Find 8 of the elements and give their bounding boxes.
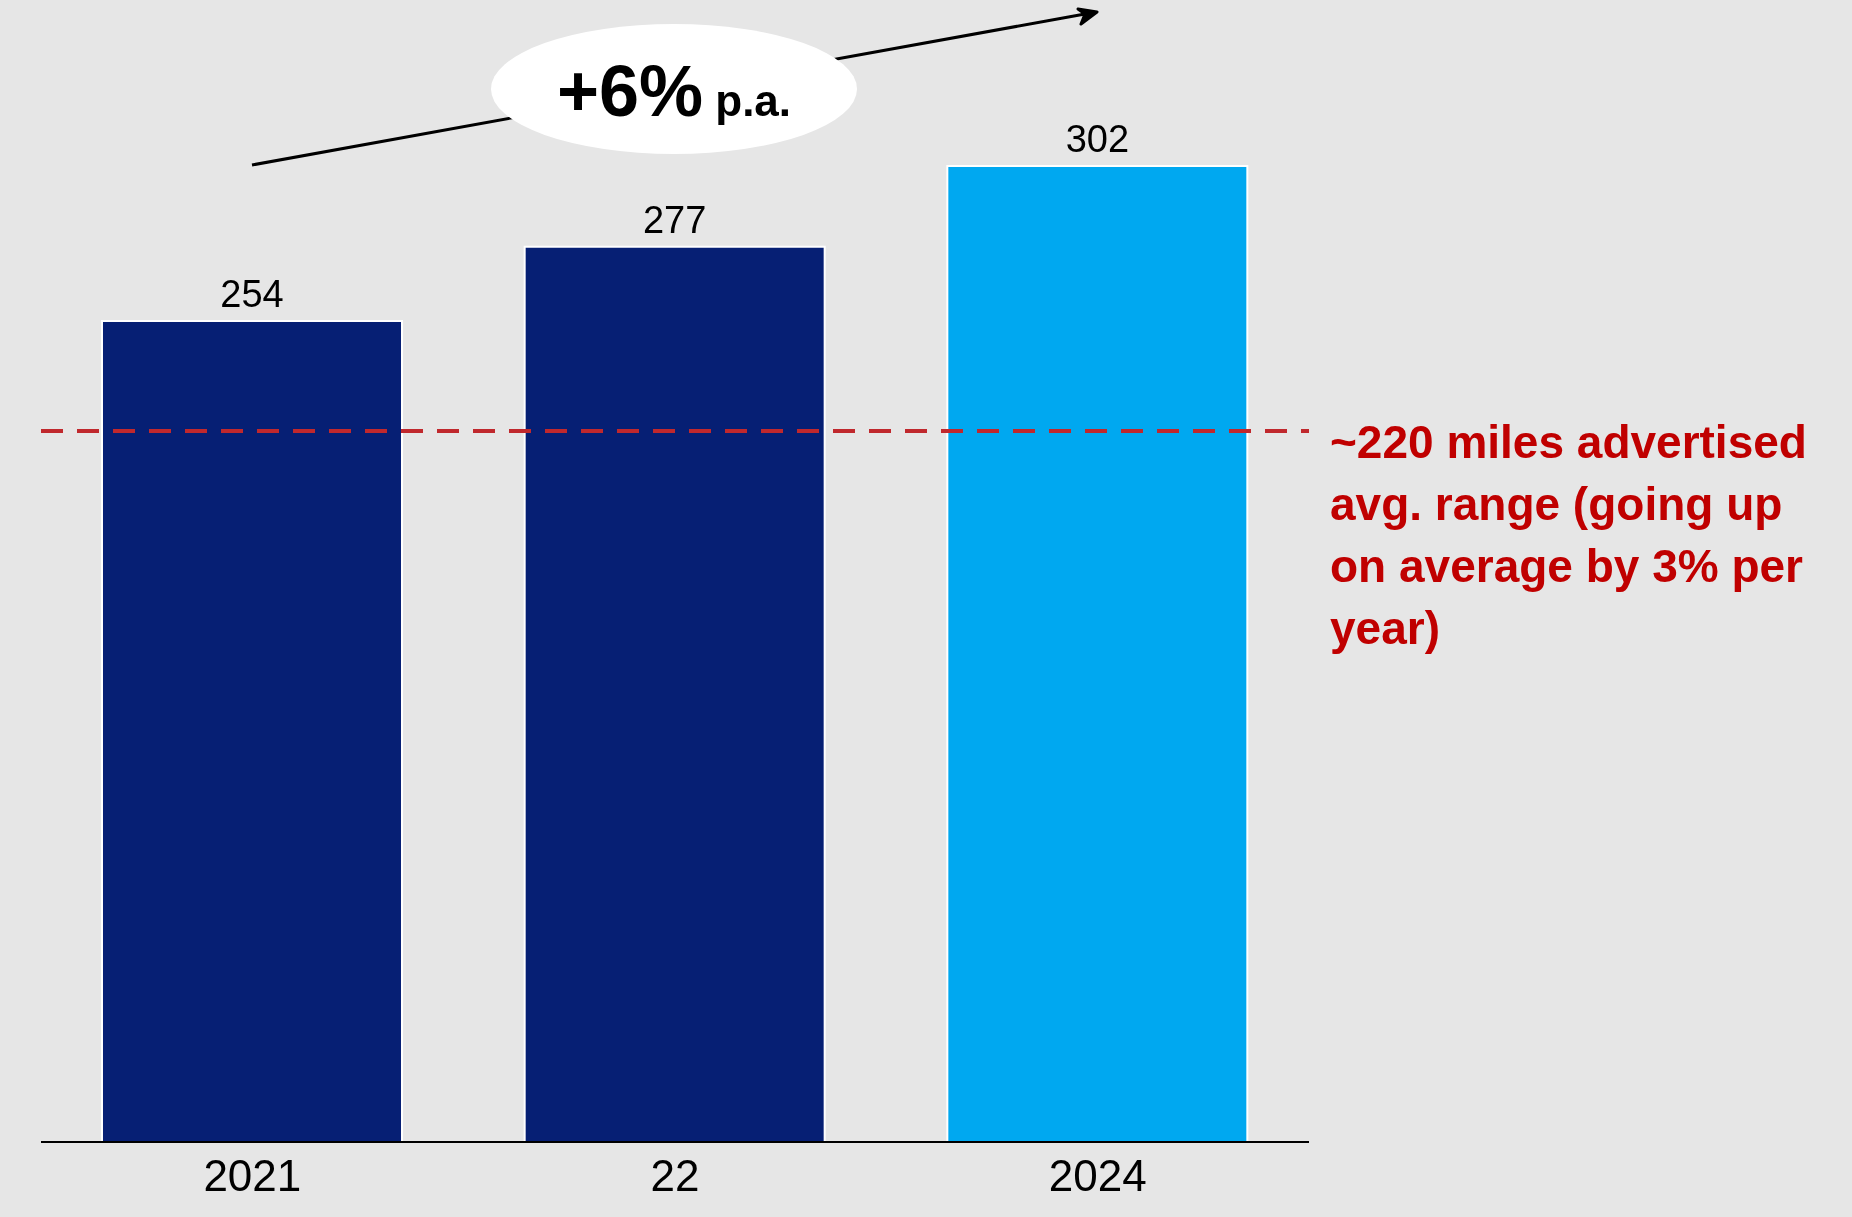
data-label: 302 [1065, 117, 1130, 160]
x-tick-label: 2021 [203, 1151, 302, 1201]
text: +6% p.a. [556, 51, 792, 131]
x-tick-label: 22 [650, 1151, 700, 1201]
data-label: 254 [220, 273, 284, 316]
x-tick-label: 2024 [1048, 1151, 1147, 1201]
data-label: 277 [642, 198, 707, 241]
ref-line-label: ~220 miles advertised avg. range (going up on average by 3% per year) [1330, 414, 1808, 656]
